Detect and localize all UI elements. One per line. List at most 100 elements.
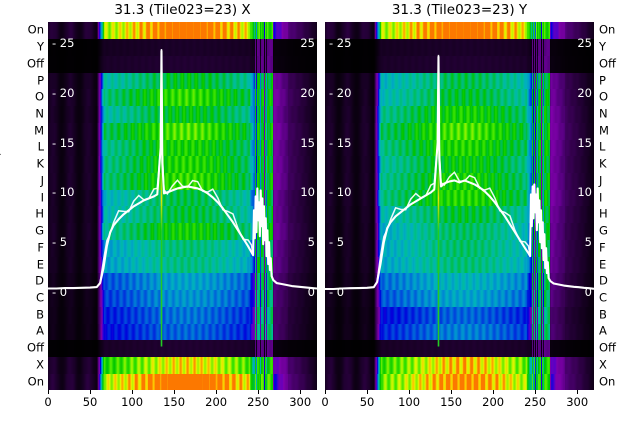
inner-ytick-x-15: - 15	[52, 135, 75, 150]
x-tick-label: 50	[82, 395, 98, 409]
inner-ytick-x-25: - 25	[52, 36, 75, 50]
category-axis-right: On Y Off P O N M L K J I H G F E D C B A Off X On	[596, 22, 640, 390]
x-tick	[325, 390, 326, 394]
category-label-r-1: Y	[599, 39, 607, 54]
category-label-r-18: A	[599, 323, 607, 338]
category-label-l-8: K	[36, 156, 44, 171]
category-label-l-14: E	[36, 257, 44, 272]
x-tick-label: 150	[440, 395, 463, 409]
x-tick-label: 100	[121, 395, 144, 409]
inner-ytick-right-y-5: 5	[584, 235, 592, 250]
inner-ytick-right-x-15: 15	[300, 135, 315, 150]
x-tick	[258, 390, 260, 394]
category-label-r-11: H	[599, 206, 608, 221]
category-label-l-4: O	[34, 89, 44, 104]
x-tick-label: 50	[359, 395, 375, 409]
heatmap-x[interactable]: - 25 - 20 - 15 - 10 - 5 - 0 25 20 15 10 5 0	[48, 22, 317, 390]
inner-ytick-right-y-25: 25	[577, 36, 592, 50]
category-label-r-19: Off	[599, 340, 616, 355]
panel-title-x: 31.3 (Tile023=23) X	[114, 2, 251, 18]
inner-ytick-y-15: - 15	[329, 135, 352, 150]
category-label-l-7: L	[37, 139, 44, 154]
inner-ytick-x-20: - 20	[52, 85, 75, 100]
x-tick	[535, 390, 537, 394]
category-label-l-13: F	[37, 240, 44, 255]
category-label-r-14: E	[599, 257, 607, 272]
x-tick-label: 200	[482, 395, 505, 409]
category-label-r-20: X	[599, 357, 607, 372]
category-axis-left: On Y Off P O N M L K J I H G F E D C B A Off X On	[0, 22, 46, 390]
category-label-l-18: A	[36, 323, 44, 338]
overlay-trace-x	[48, 48, 317, 290]
inner-ytick-right-y-10: 10	[577, 185, 592, 200]
x-tick	[216, 390, 218, 394]
x-tick-label: 200	[205, 395, 228, 409]
panel-y[interactable]: - 25 - 20 - 15 - 10 - 5 - 0 25 20 15 10 5 0	[325, 22, 594, 390]
category-label-r-7: L	[599, 139, 606, 154]
x-tick-label: 250	[247, 395, 270, 409]
inner-ytick-right-y-20: 20	[577, 85, 592, 100]
category-label-r-12: G	[599, 223, 608, 238]
inner-ytick-y-10: - 10	[329, 185, 352, 200]
inner-ytick-right-x-20: 20	[300, 85, 315, 100]
category-label-r-17: B	[599, 307, 607, 322]
category-label-r-5: N	[599, 106, 608, 121]
category-label-l-3: P	[37, 73, 44, 88]
category-label-r-9: J	[599, 173, 603, 188]
category-label-r-13: F	[599, 240, 606, 255]
inner-ytick-right-y-0: 0	[584, 285, 592, 299]
category-label-l-12: G	[35, 223, 44, 238]
x-tick	[90, 390, 92, 394]
inner-ytick-right-x-25: 25	[300, 36, 315, 50]
x-tick	[300, 390, 302, 394]
inner-ytick-y-25: - 25	[329, 36, 352, 50]
inner-ytick-right-x-10: 10	[300, 185, 315, 200]
inner-ytick-right-x-5: 5	[307, 235, 315, 250]
category-label-r-3: P	[599, 73, 606, 88]
inner-ytick-x-0: - 0	[52, 285, 68, 299]
heatmap-canvas-y	[325, 22, 594, 390]
category-label-r-4: O	[599, 89, 609, 104]
x-tick-label: 0	[321, 395, 329, 409]
x-tick	[493, 390, 495, 394]
inner-ytick-y-0: - 0	[329, 285, 345, 299]
category-label-r-16: C	[599, 290, 608, 305]
heatmap-y[interactable]: - 25 - 20 - 15 - 10 - 5 - 0 25 20 15 10 5 0	[325, 22, 594, 390]
overlay-trace-y	[325, 54, 594, 291]
heatmap-canvas-x	[48, 22, 317, 390]
inner-ytick-x-5: - 5	[52, 235, 68, 250]
inner-ytick-right-x-0: 0	[307, 285, 315, 299]
category-label-l-16: C	[35, 290, 44, 305]
x-tick-label: 150	[163, 395, 186, 409]
category-label-l-11: H	[35, 206, 44, 221]
x-tick-label: 0	[44, 395, 52, 409]
inner-ytick-x-10: - 10	[52, 185, 75, 200]
category-label-l-0: On	[27, 22, 44, 37]
x-axis: 0 50 100 150 200 250 300 0 50 100 150 200 250 300	[0, 390, 640, 440]
x-tick	[409, 390, 411, 394]
category-label-l-6: M	[34, 123, 44, 138]
panel-x[interactable]: - 25 - 20 - 15 - 10 - 5 - 0 25 20 15 10 5 0	[48, 22, 317, 390]
category-label-r-2: Off	[599, 56, 616, 71]
category-label-r-6: M	[599, 123, 609, 138]
x-tick	[451, 390, 453, 394]
inner-ytick-y-5: - 5	[329, 235, 345, 250]
x-tick-label: 300	[566, 395, 589, 409]
category-label-l-21: On	[27, 374, 44, 389]
x-tick	[577, 390, 579, 394]
inner-ytick-right-y-15: 15	[577, 135, 592, 150]
category-label-l-2: Off	[27, 56, 44, 71]
category-label-l-9: J	[40, 173, 44, 188]
x-tick-label: 250	[524, 395, 547, 409]
category-label-r-0: On	[599, 22, 616, 37]
category-label-l-17: B	[36, 307, 44, 322]
category-label-r-8: K	[599, 156, 607, 171]
x-tick-label: 100	[398, 395, 421, 409]
category-label-l-20: X	[36, 357, 44, 372]
x-tick	[174, 390, 176, 394]
category-label-r-21: On	[599, 374, 616, 389]
x-tick-label: 300	[289, 395, 312, 409]
category-label-l-15: D	[35, 273, 44, 288]
category-label-l-19: Off	[27, 340, 44, 355]
